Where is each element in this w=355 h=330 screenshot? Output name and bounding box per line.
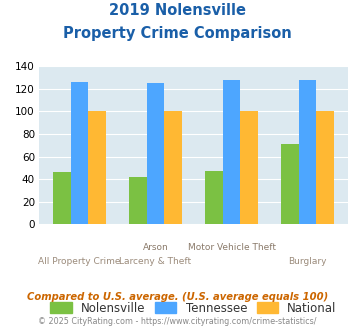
Bar <box>147 83 164 224</box>
Text: All Property Crime: All Property Crime <box>38 257 121 266</box>
Text: Larceny & Theft: Larceny & Theft <box>119 257 191 266</box>
Text: Burglary: Burglary <box>288 257 327 266</box>
Bar <box>316 111 334 224</box>
Bar <box>164 111 182 224</box>
Text: © 2025 CityRating.com - https://www.cityrating.com/crime-statistics/: © 2025 CityRating.com - https://www.city… <box>38 317 317 326</box>
Text: Compared to U.S. average. (U.S. average equals 100): Compared to U.S. average. (U.S. average … <box>27 292 328 302</box>
Bar <box>282 144 299 224</box>
Text: Property Crime Comparison: Property Crime Comparison <box>63 26 292 41</box>
Bar <box>53 172 71 224</box>
Text: Arson: Arson <box>143 243 168 251</box>
Legend: Nolensville, Tennessee, National: Nolensville, Tennessee, National <box>45 297 342 319</box>
Bar <box>71 82 88 224</box>
Bar <box>299 80 316 224</box>
Bar <box>223 80 240 224</box>
Bar <box>129 177 147 224</box>
Text: Motor Vehicle Theft: Motor Vehicle Theft <box>187 243 275 251</box>
Bar <box>240 111 258 224</box>
Bar <box>88 111 105 224</box>
Bar <box>205 171 223 224</box>
Text: 2019 Nolensville: 2019 Nolensville <box>109 3 246 18</box>
